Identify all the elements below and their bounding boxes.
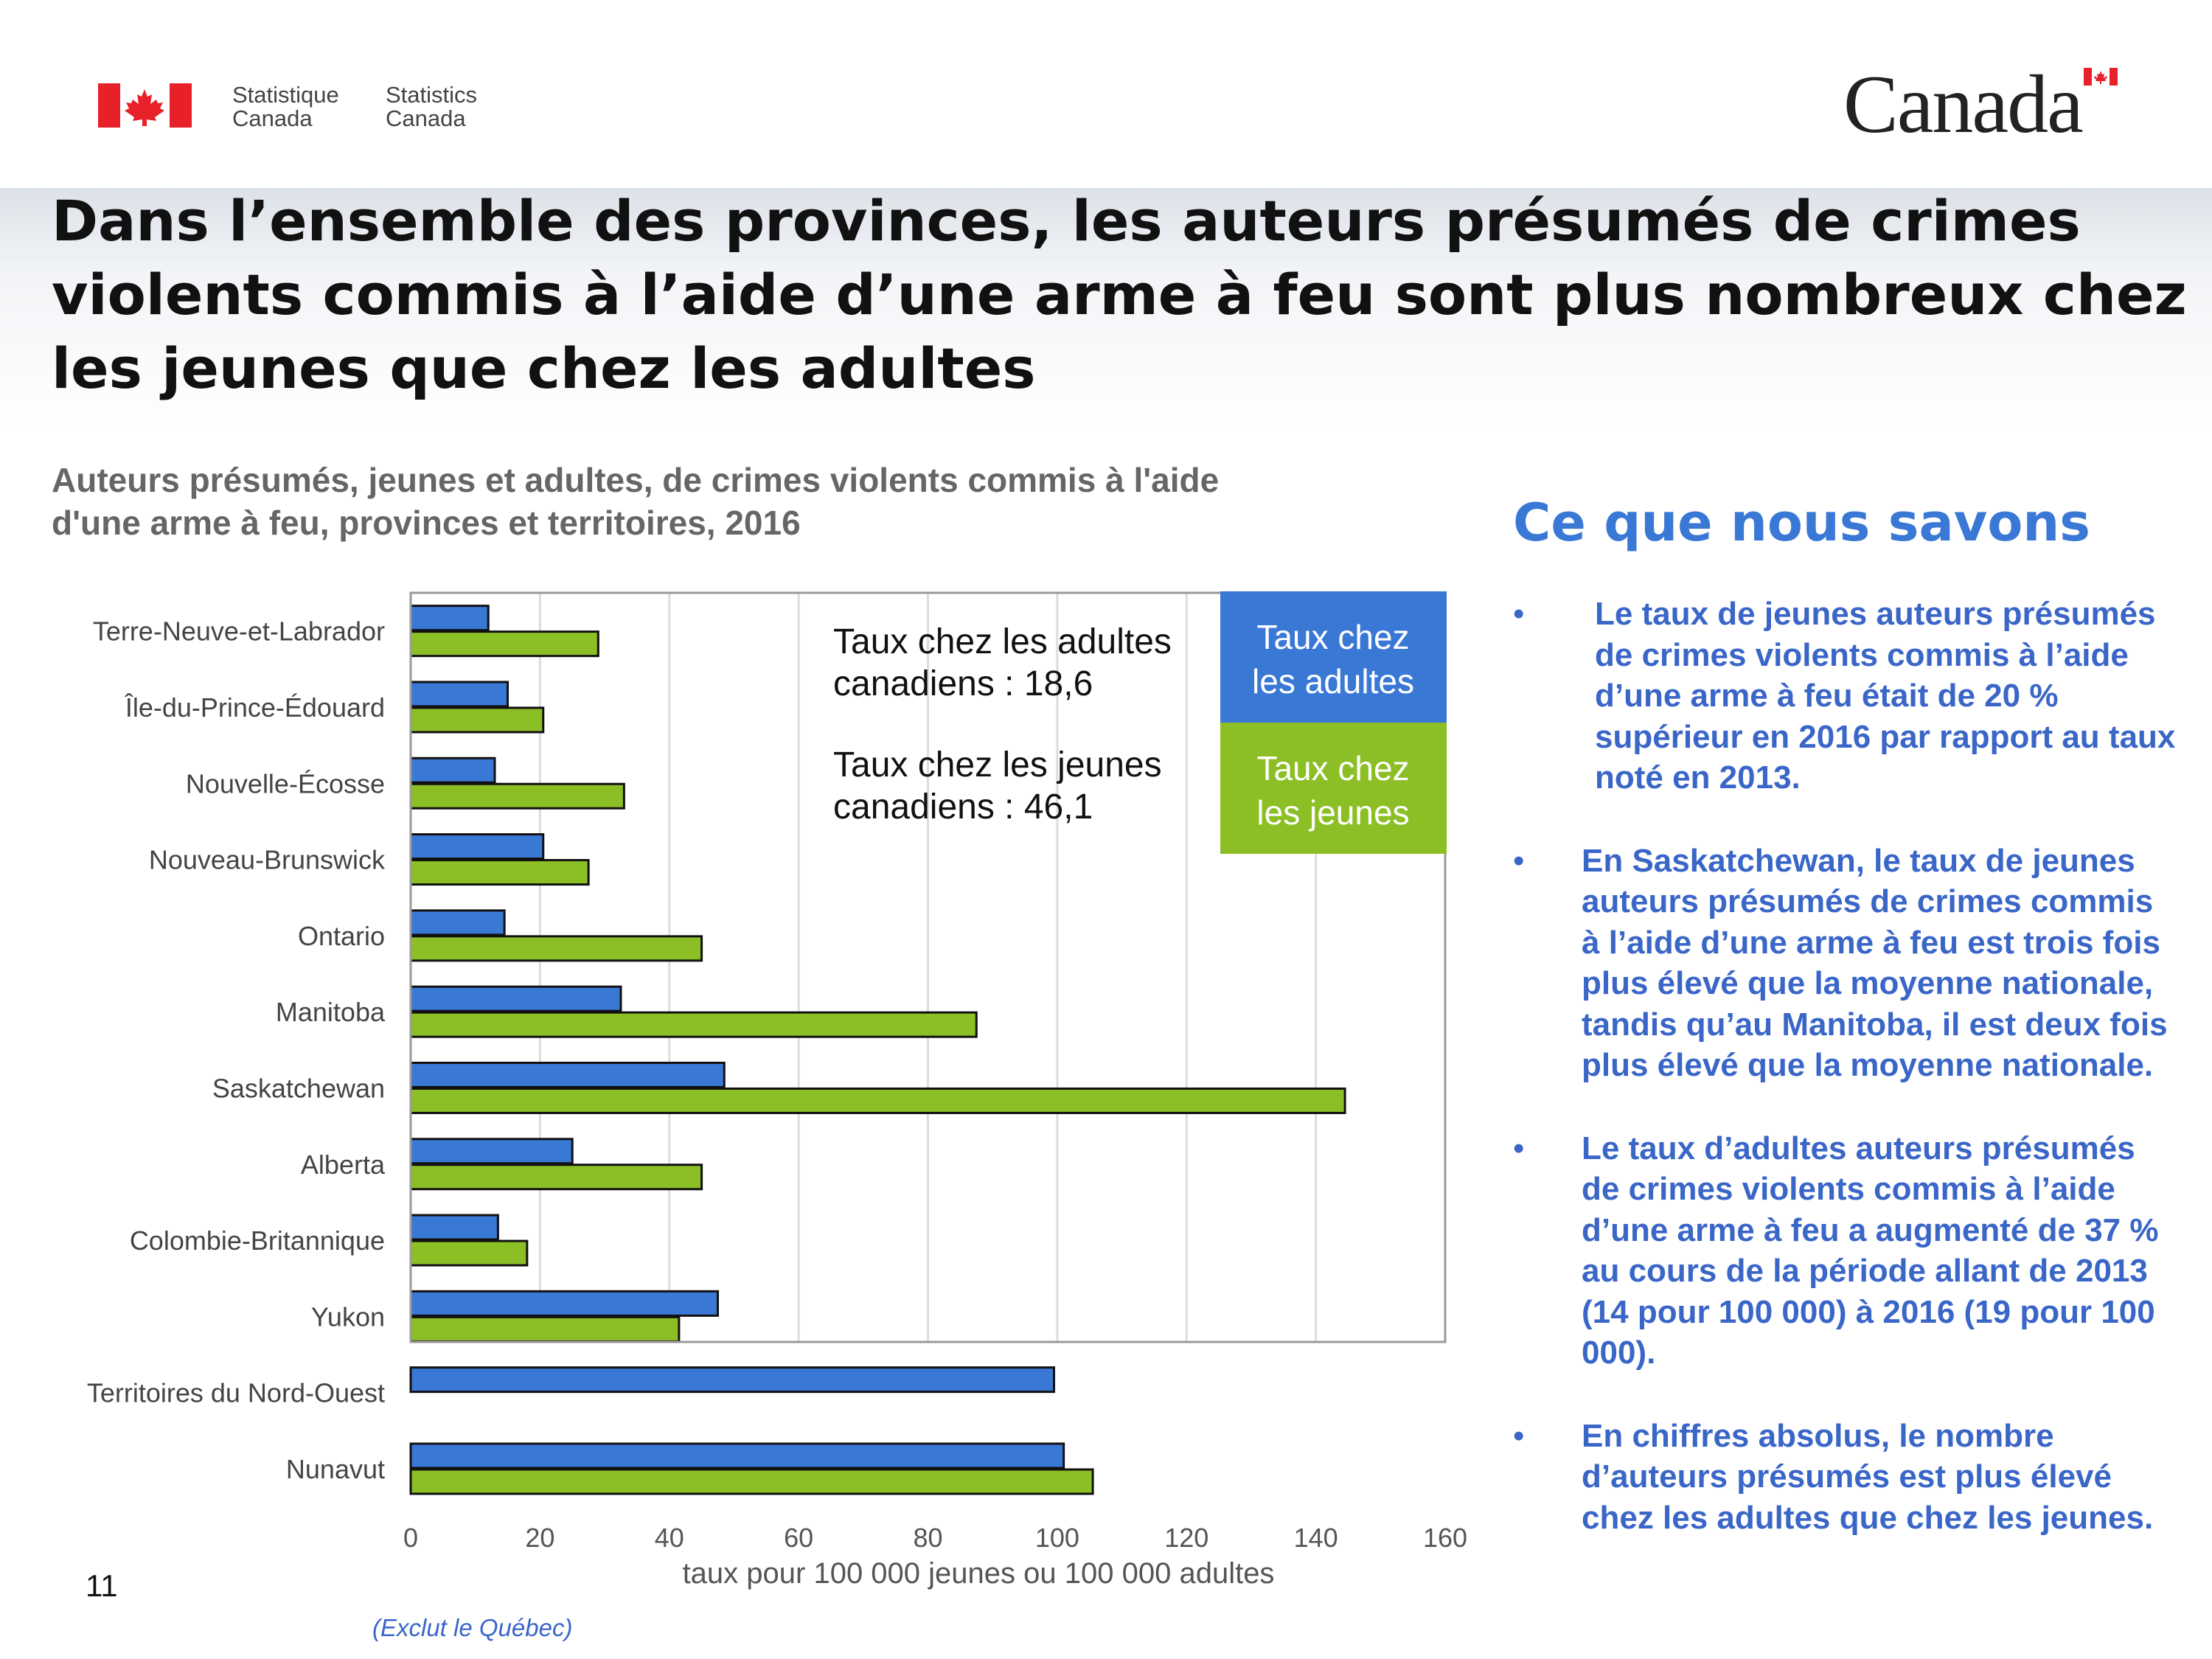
legend-youth-label-line2: les jeunes xyxy=(1256,793,1409,832)
category-labels: Terre-Neuve-et-Labrador Île-du-Prince-Édo… xyxy=(87,616,386,1484)
x-tick-label: 100 xyxy=(1035,1523,1079,1553)
category-label: Saskatchewan xyxy=(212,1073,385,1103)
x-tick-label: 40 xyxy=(655,1523,684,1553)
bar-youth xyxy=(409,859,590,886)
chart-bars xyxy=(409,605,1346,1495)
legend-youth-label-line1: Taux chez xyxy=(1256,749,1409,787)
bar-youth xyxy=(409,1087,1346,1114)
org-name-fr: Statistique Canada xyxy=(232,83,339,131)
category-label: Yukon xyxy=(311,1301,385,1332)
x-tick-labels: 0 20 40 60 80 100 120 140 160 xyxy=(403,1523,1467,1553)
bar-adults xyxy=(409,1214,499,1241)
org-fr-line1: Statistique xyxy=(232,82,339,108)
legend-adults-label-line1: Taux chez xyxy=(1256,618,1409,656)
x-tick-label: 20 xyxy=(525,1523,554,1553)
plot-frame xyxy=(409,591,1447,1343)
bar-adults xyxy=(409,833,545,860)
canada-flag-icon xyxy=(98,83,192,128)
bar-youth xyxy=(409,630,599,658)
annotation-adults-line1: Taux chez les adultes xyxy=(833,622,1172,661)
footnote: (Exclut le Québec) xyxy=(372,1614,573,1641)
bar-adults xyxy=(409,909,506,936)
bullet-item: En chiffres absolus, le nombre d’auteurs… xyxy=(1513,1416,2177,1539)
annotation-adults-line2: canadiens : 18,6 xyxy=(833,664,1093,703)
bar-youth xyxy=(409,935,703,962)
category-label: Ontario xyxy=(298,921,385,951)
bar-youth xyxy=(409,1315,681,1343)
category-label: Nunavut xyxy=(286,1454,385,1484)
canada-wordmark: Canada xyxy=(1843,59,2084,150)
category-label: Île-du-Prince-Édouard xyxy=(125,692,385,723)
chart-grid xyxy=(538,593,1318,1342)
annotation-adults: Taux chez les adultes canadiens : 18,6 xyxy=(833,622,1172,703)
header xyxy=(0,0,2212,195)
side-panel-bullets: Le taux de jeunes auteurs présumés de cr… xyxy=(1513,594,2177,1580)
org-en-line1: Statistics xyxy=(386,82,478,108)
category-label: Nouvelle-Écosse xyxy=(186,768,385,799)
org-fr-line2: Canada xyxy=(232,105,313,131)
bullet-item: Le taux d’adultes auteurs présumés de cr… xyxy=(1513,1128,2177,1374)
category-label: Nouveau-Brunswick xyxy=(149,845,386,875)
bar-adults xyxy=(409,757,496,784)
page-number: 11 xyxy=(86,1568,118,1603)
bar-youth xyxy=(409,1011,978,1038)
category-label: Manitoba xyxy=(276,997,386,1027)
bar-youth xyxy=(409,782,625,810)
category-label: Territoires du Nord-Ouest xyxy=(87,1378,385,1408)
bar-adults xyxy=(409,1061,726,1088)
annotation-youth-line1: Taux chez les jeunes xyxy=(833,745,1162,785)
category-label: Alberta xyxy=(301,1150,386,1180)
category-label: Terre-Neuve-et-Labrador xyxy=(93,616,385,647)
bar-adults xyxy=(409,605,490,632)
bar-adults xyxy=(409,681,509,708)
org-name-en: Statistics Canada xyxy=(386,83,477,131)
bar-youth xyxy=(409,1468,1094,1495)
bar-youth xyxy=(409,1164,703,1191)
x-tick-label: 80 xyxy=(913,1523,942,1553)
side-panel-heading: Ce que nous savons xyxy=(1513,493,2090,553)
wordmark-flag-icon xyxy=(2084,68,2118,86)
legend-adults-label-line2: les adultes xyxy=(1252,662,1414,700)
chart-legend: Taux chez les adultes Taux chez les jeun… xyxy=(1220,591,1447,854)
annotation-youth: Taux chez les jeunes canadiens : 46,1 xyxy=(833,745,1162,827)
title-band xyxy=(0,188,2212,431)
x-tick-label: 0 xyxy=(403,1523,418,1553)
x-axis-title: taux pour 100 000 jeunes ou 100 000 adul… xyxy=(683,1557,1275,1590)
bar-adults xyxy=(409,1442,1065,1470)
legend-youth-swatch xyxy=(1220,723,1447,854)
bar-youth xyxy=(409,706,545,734)
slide-title: Dans l’ensemble des provinces, les auteu… xyxy=(52,188,2187,401)
bar-adults xyxy=(409,985,622,1012)
category-label: Colombie-Britannique xyxy=(130,1225,385,1256)
legend-adults-swatch xyxy=(1220,591,1447,723)
annotation-youth-line2: canadiens : 46,1 xyxy=(833,787,1093,827)
bar-chart: Terre-Neuve-et-Labrador Île-du-Prince-Édo… xyxy=(87,591,1467,1590)
bar-adults xyxy=(409,1138,574,1165)
x-tick-label: 140 xyxy=(1294,1523,1338,1553)
bar-adults xyxy=(409,1290,720,1317)
chart-title: Auteurs présumés, jeunes et adultes, de … xyxy=(52,461,1220,542)
bullet-item: En Saskatchewan, le taux de jeunes auteu… xyxy=(1513,841,2177,1086)
bar-youth xyxy=(409,1239,529,1267)
org-en-line2: Canada xyxy=(386,105,466,131)
x-tick-label: 60 xyxy=(784,1523,813,1553)
x-tick-label: 160 xyxy=(1423,1523,1467,1553)
bar-adults xyxy=(409,1366,1055,1394)
bullet-item: Le taux de jeunes auteurs présumés de cr… xyxy=(1513,594,2177,799)
x-tick-label: 120 xyxy=(1164,1523,1208,1553)
